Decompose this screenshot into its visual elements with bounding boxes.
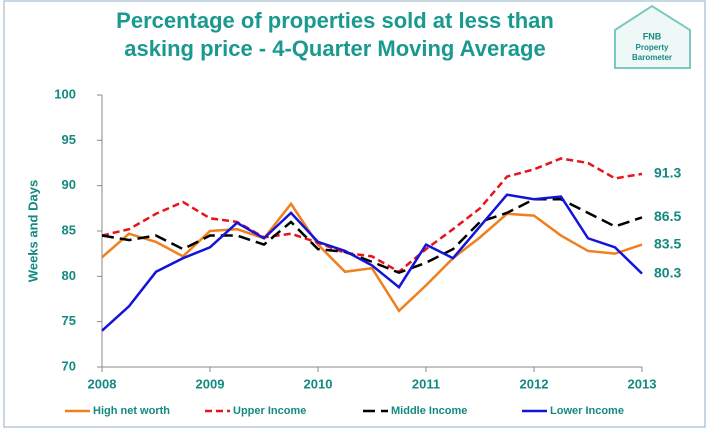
- series-line: [101, 157, 643, 274]
- series-line: [101, 193, 643, 332]
- logo-text: Property: [636, 43, 669, 52]
- series-line: [101, 201, 643, 313]
- y-tick-label: 85: [62, 222, 76, 237]
- legend-label: Middle Income: [391, 405, 467, 417]
- legend-label: Upper Income: [233, 405, 306, 417]
- y-tick-label: 100: [54, 86, 76, 101]
- logo-house: [614, 4, 691, 69]
- logo-text: Barometer: [632, 53, 672, 62]
- frame: [3, 0, 706, 428]
- x-tick-label: 2009: [196, 376, 225, 391]
- logo: FNB Property Barometer: [614, 4, 691, 69]
- y-tick-label: 80: [62, 268, 76, 283]
- end-label: 86.5: [654, 208, 681, 224]
- y-tick-label: 70: [62, 358, 76, 373]
- x-tick-label: 2012: [520, 376, 549, 391]
- end-label: 83.5: [654, 235, 681, 251]
- chart-title: asking price - 4-Quarter Moving Average: [124, 36, 545, 61]
- logo-text: FNB: [643, 31, 662, 41]
- x-tick-label: 2008: [88, 376, 117, 391]
- y-tick-label: 75: [62, 313, 76, 328]
- legend-label: High net worth: [93, 405, 170, 417]
- legend-label: Lower Income: [550, 405, 624, 417]
- x-tick-label: 2011: [412, 376, 440, 391]
- x-tick-label: 2010: [304, 376, 333, 391]
- y-axis-label: Weeks and Days: [25, 180, 40, 282]
- series-line: [101, 198, 643, 275]
- end-label: 80.3: [654, 264, 681, 280]
- chart-title: Percentage of properties sold at less th…: [116, 8, 554, 33]
- end-label: 91.3: [654, 165, 681, 181]
- y-tick-label: 90: [62, 177, 76, 192]
- x-tick-label: 2013: [628, 376, 657, 391]
- y-tick-label: 95: [62, 132, 76, 147]
